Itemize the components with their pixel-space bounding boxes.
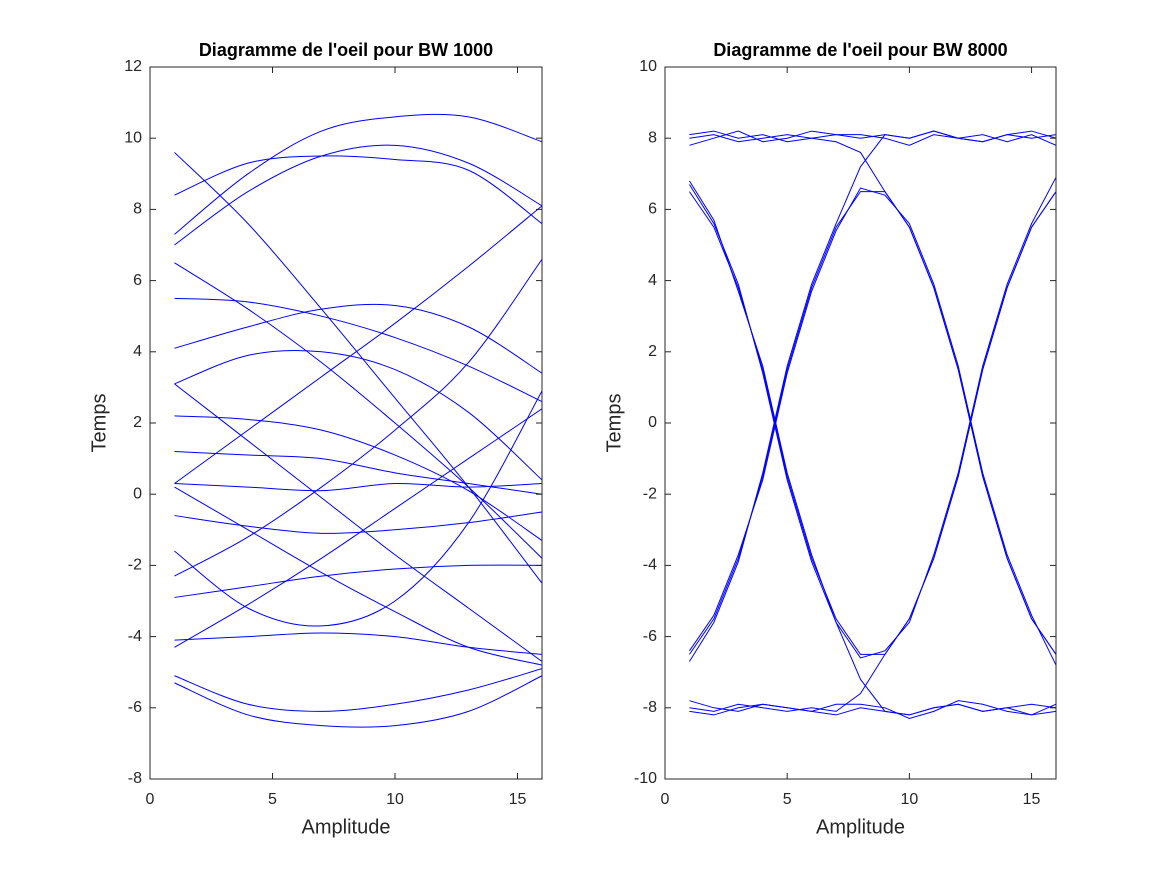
trace bbox=[174, 262, 542, 559]
y-tick-label: -2 bbox=[128, 557, 142, 574]
x-tick-label: 5 bbox=[268, 791, 277, 808]
y-tick-label: -2 bbox=[643, 485, 657, 502]
data-layer bbox=[174, 113, 542, 728]
trace bbox=[689, 130, 1056, 146]
trace bbox=[174, 297, 542, 403]
trace bbox=[689, 177, 1056, 659]
y-tick-label: -4 bbox=[128, 628, 142, 645]
y-tick-label: 6 bbox=[133, 272, 142, 289]
y-tick-label: -4 bbox=[643, 557, 657, 574]
trace bbox=[174, 349, 542, 481]
trace bbox=[174, 450, 542, 495]
y-tick-label: 6 bbox=[648, 201, 657, 218]
y-tick-label: -8 bbox=[643, 699, 657, 716]
trace bbox=[174, 155, 542, 225]
chart-title: Diagramme de l'oeil pour BW 8000 bbox=[713, 40, 1007, 60]
plot-area bbox=[150, 67, 542, 779]
axes: -10 -8 -6 -4 -2 0 2 4 6 8 10 0 5 10 15 Diagramme de l'o… bbox=[603, 40, 1057, 838]
trace bbox=[174, 408, 542, 648]
trace bbox=[174, 668, 542, 712]
y-tick-label: 10 bbox=[124, 129, 142, 146]
x-tick-label: 10 bbox=[900, 791, 918, 808]
y-tick-label: -8 bbox=[128, 770, 142, 787]
trace bbox=[174, 390, 542, 627]
trace bbox=[174, 258, 542, 577]
y-tick-label: 4 bbox=[648, 272, 657, 289]
x-tick-label: 15 bbox=[1023, 791, 1041, 808]
y-tick-label: 8 bbox=[648, 129, 657, 146]
trace bbox=[689, 191, 1056, 712]
x-tick-label: 10 bbox=[386, 791, 404, 808]
y-tick-label: -6 bbox=[643, 628, 657, 645]
trace bbox=[174, 564, 542, 598]
x-tick-label: 0 bbox=[146, 791, 155, 808]
x-tick-label: 15 bbox=[509, 791, 527, 808]
trace bbox=[174, 383, 542, 662]
y-tick-label: 0 bbox=[133, 485, 142, 502]
trace bbox=[689, 187, 1056, 666]
chart-title: Diagramme de l'oeil pour BW 1000 bbox=[199, 40, 493, 60]
trace bbox=[174, 415, 542, 541]
x-tick-label: 5 bbox=[783, 791, 792, 808]
x-tick-label: 0 bbox=[661, 791, 670, 808]
y-axis-label: Temps bbox=[603, 394, 625, 453]
trace bbox=[689, 700, 1056, 720]
y-tick-label: 12 bbox=[124, 58, 142, 75]
trace bbox=[174, 632, 542, 655]
y-tick-label: 4 bbox=[133, 343, 142, 360]
y-tick-label: 8 bbox=[133, 201, 142, 218]
trace bbox=[174, 486, 542, 666]
y-tick-label: 2 bbox=[648, 343, 657, 360]
plot-area bbox=[665, 67, 1056, 779]
y-tick-label: -10 bbox=[634, 770, 657, 787]
trace bbox=[174, 152, 542, 584]
trace bbox=[174, 482, 542, 492]
y-tick-label: 0 bbox=[648, 414, 657, 431]
trace bbox=[174, 675, 542, 728]
trace bbox=[174, 205, 542, 484]
trace bbox=[174, 144, 542, 246]
y-tick-label: -6 bbox=[128, 699, 142, 716]
trace bbox=[689, 134, 1056, 655]
axes: -8 -6 -4 -2 0 2 4 6 8 10 12 0 5 10 15 Diagramme de l'oe… bbox=[88, 40, 543, 838]
trace bbox=[174, 113, 542, 235]
y-axis-label: Temps bbox=[88, 394, 110, 453]
y-tick-label: 10 bbox=[639, 58, 657, 75]
data-layer bbox=[689, 130, 1056, 720]
trace bbox=[174, 303, 542, 374]
x-axis-label: Amplitude bbox=[816, 816, 905, 838]
x-axis-label: Amplitude bbox=[302, 816, 391, 838]
y-tick-label: 2 bbox=[133, 414, 142, 431]
